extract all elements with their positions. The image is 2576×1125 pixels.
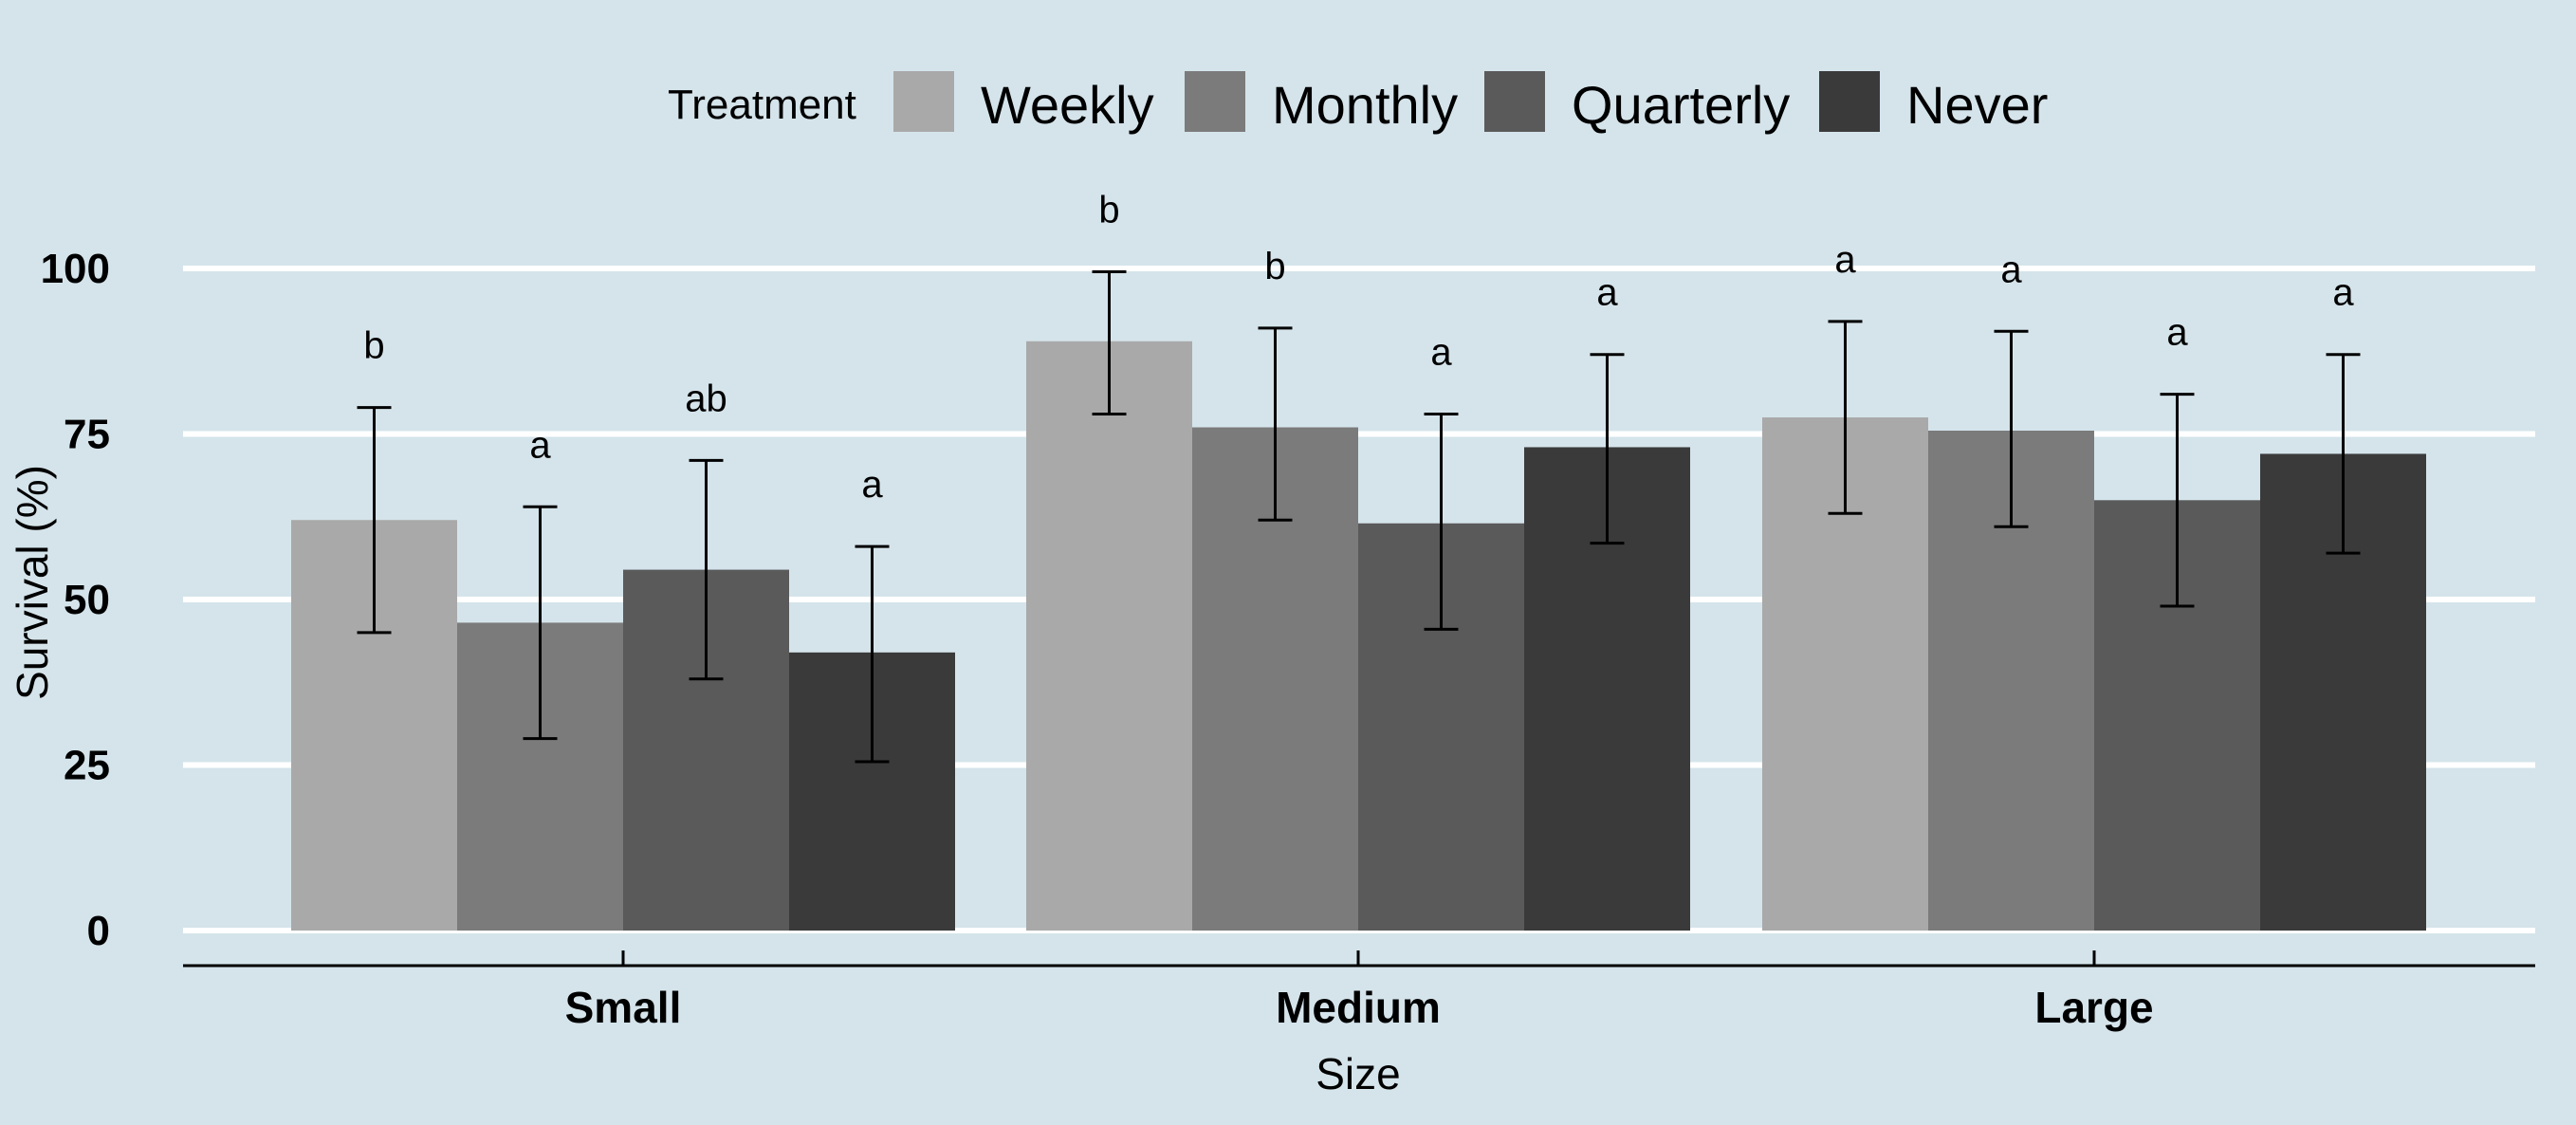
y-tick-label-25: 25 [64,743,110,789]
error-bar-small-never [855,544,890,764]
axes: 0 25 50 75 100 Small Medium Large [41,246,2535,1032]
sig-label-medium-quarterly: a [1430,332,1452,374]
sig-label-large-monthly: a [2000,249,2022,290]
error-bar-large-never [2326,353,2361,555]
error-bar-medium-never [1590,353,1625,545]
x-tick-label-medium: Medium [1276,983,1441,1032]
bars [291,341,2426,931]
legend-swatch-monthly [1185,71,1245,132]
legend-swatch-quarterly [1484,71,1545,132]
sig-label-large-weekly: a [1834,239,1856,281]
sig-label-medium-monthly: b [1264,246,1285,287]
legend-label-never: Never [1906,75,2048,135]
y-tick-label-75: 75 [64,412,110,458]
error-bars [357,269,2361,764]
legend-swatch-weekly [893,71,954,132]
sig-label-medium-weekly: b [1098,189,1119,231]
legend: Treatment Weekly Monthly Quarterly Never [668,71,2048,135]
error-bar-small-weekly [357,406,392,635]
y-axis-title: Survival (%) [8,465,57,700]
error-bar-medium-weekly [1092,269,1127,416]
sig-label-medium-never: a [1596,272,1618,314]
sig-label-large-never: a [2332,272,2354,314]
y-tick-label-0: 0 [87,908,110,954]
x-tick-label-large: Large [2034,983,2153,1032]
sig-label-small-monthly: a [529,424,551,466]
sig-label-large-quarterly: a [2166,312,2188,354]
legend-title: Treatment [668,82,856,128]
error-bar-medium-quarterly [1424,413,1459,631]
sig-label-small-quarterly: ab [685,378,727,419]
x-tick-label-small: Small [565,983,682,1032]
y-tick-label-50: 50 [64,577,110,623]
error-bar-small-monthly [523,505,558,741]
error-bar-small-quarterly [689,458,724,681]
error-bar-large-monthly [1994,329,2029,528]
error-bar-large-weekly [1828,320,1863,515]
bar-medium-weekly [1026,341,1192,931]
x-axis-title: Size [1316,1049,1400,1098]
error-bar-medium-monthly [1258,326,1293,522]
legend-label-quarterly: Quarterly [1572,75,1790,135]
error-bar-large-quarterly [2160,393,2195,608]
sig-label-small-never: a [861,464,883,506]
sig-label-small-weekly: b [363,325,384,367]
legend-label-weekly: Weekly [981,75,1154,135]
legend-label-monthly: Monthly [1272,75,1458,135]
y-tick-label-100: 100 [41,246,110,292]
legend-swatch-never [1819,71,1880,132]
